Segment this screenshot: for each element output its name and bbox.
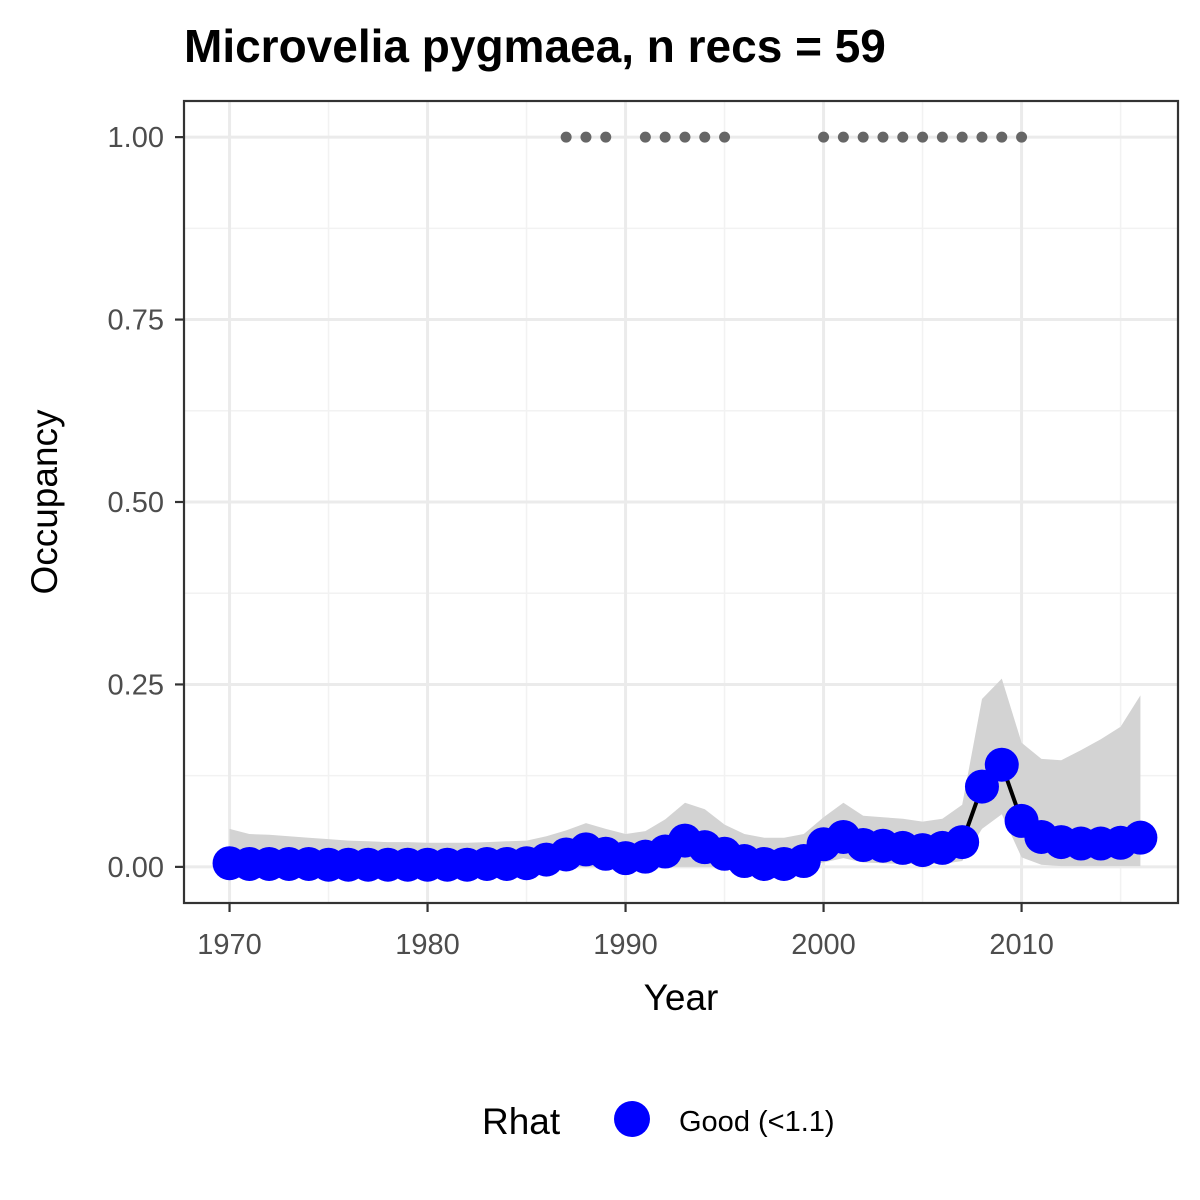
record-year-dot — [857, 131, 869, 143]
legend: Rhat Good (<1.1) — [482, 1101, 835, 1142]
record-year-dot — [580, 131, 592, 143]
occupancy-points — [212, 747, 1158, 882]
x-axis-title: Year — [644, 977, 719, 1018]
y-tick-label: 1.00 — [108, 122, 164, 154]
record-year-dot — [1016, 131, 1028, 143]
record-year-dot — [818, 131, 830, 143]
x-tick-label: 1990 — [593, 929, 658, 961]
legend-title: Rhat — [482, 1101, 561, 1142]
record-year-dot — [699, 131, 711, 143]
legend-key-good — [614, 1101, 650, 1137]
x-tick-label: 1980 — [395, 929, 460, 961]
record-year-dot — [877, 131, 889, 143]
y-axis-ticks: 0.00 0.25 0.50 0.75 1.00 — [108, 122, 184, 884]
x-axis-ticks: 1970 1980 1990 2000 2010 — [197, 903, 1054, 961]
x-tick-label: 1970 — [197, 929, 262, 961]
occupancy-point — [945, 825, 980, 860]
record-year-dot — [917, 131, 929, 143]
record-year-dot — [679, 131, 691, 143]
record-year-dot — [639, 131, 651, 143]
y-tick-label: 0.25 — [108, 669, 164, 701]
record-year-dot — [719, 131, 731, 143]
chart-title: Microvelia pygmaea, n recs = 59 — [184, 20, 886, 72]
record-year-dot — [936, 131, 948, 143]
record-year-dot — [560, 131, 572, 143]
record-year-dot — [837, 131, 849, 143]
x-tick-label: 2000 — [791, 929, 856, 961]
record-year-dot — [976, 131, 988, 143]
record-year-dot — [600, 131, 612, 143]
record-year-dot — [956, 131, 968, 143]
record-year-dot — [996, 131, 1008, 143]
record-year-dots — [560, 131, 1028, 143]
y-tick-label: 0.50 — [108, 487, 164, 519]
y-axis-title: Occupancy — [24, 409, 65, 595]
x-tick-label: 2010 — [989, 929, 1054, 961]
legend-label-good: Good (<1.1) — [679, 1106, 835, 1138]
record-year-dot — [897, 131, 909, 143]
y-tick-label: 0.00 — [108, 852, 164, 884]
occupancy-point — [984, 747, 1019, 782]
occupancy-point — [964, 769, 999, 804]
occupancy-point — [1123, 820, 1158, 855]
record-year-dot — [659, 131, 671, 143]
y-tick-label: 0.75 — [108, 305, 164, 337]
